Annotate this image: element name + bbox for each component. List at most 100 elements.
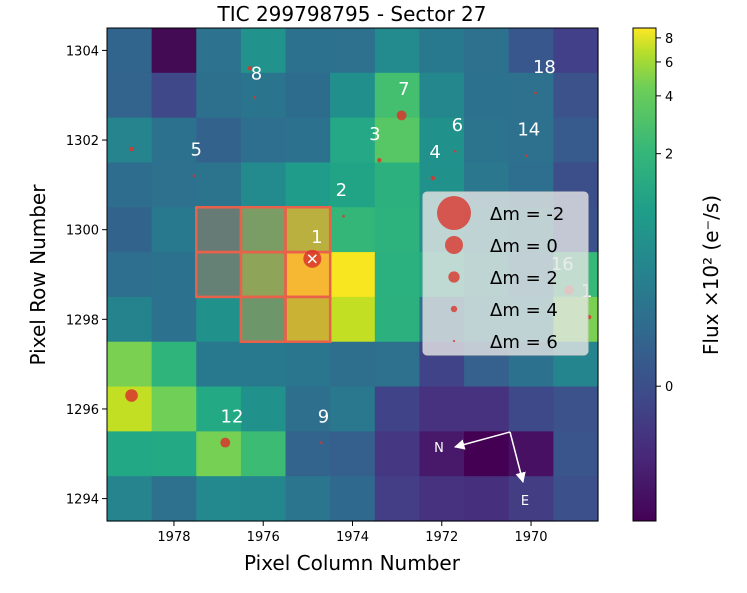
aperture-pixel: [195, 206, 243, 254]
heatmap-cell: [374, 207, 421, 253]
colorbar-tick-label: 6: [665, 56, 673, 71]
y-axis-label: Pixel Row Number: [26, 184, 50, 366]
heatmap-cell: [285, 162, 331, 208]
target-cross-line: [307, 254, 317, 264]
heatmap-cell: [240, 431, 287, 477]
star-marker: [342, 214, 345, 218]
heatmap-cell: [240, 72, 287, 119]
heatmap-cell: [196, 72, 242, 119]
heatmap-cell: [419, 117, 465, 164]
heatmap-cell: [107, 431, 153, 477]
heatmap-cell: [285, 431, 331, 477]
heatmap-cell: [508, 386, 554, 432]
x-tick-label: 1974: [336, 530, 369, 545]
heatmap-cell: [151, 476, 197, 522]
star-label: 5: [191, 140, 202, 161]
legend-box: [422, 191, 589, 356]
heatmap-cell: [330, 28, 376, 74]
heatmap-cell: [419, 72, 465, 119]
heatmap-cell: [151, 162, 197, 208]
colorbar-tick-label: 0: [665, 380, 673, 395]
heatmap-cell: [374, 72, 421, 119]
star-marker: [125, 389, 138, 402]
aperture-pixel: [284, 206, 332, 254]
heatmap-cell: [107, 162, 153, 208]
heatmap-cell: [240, 162, 287, 208]
heatmap-cell: [107, 117, 153, 164]
star-marker: [377, 157, 382, 163]
heatmap-cell: [553, 28, 599, 74]
heatmap-cell: [508, 117, 554, 164]
east-arrow-icon: [509, 431, 526, 484]
heatmap-cell: [285, 341, 331, 388]
y-axis-ticks: 1294 1296 1298 1300 1302 1304: [66, 44, 107, 508]
heatmap-cell: [151, 72, 197, 119]
heatmap-cell: [330, 296, 376, 343]
heatmap-cell: [464, 28, 510, 74]
star-label: 6: [452, 115, 463, 136]
heatmap-cell: [196, 476, 242, 522]
colorbar-tick-label: 8: [665, 32, 673, 47]
star-marker: [220, 437, 231, 448]
aperture-mask: [195, 206, 332, 343]
heatmap-cell: [508, 476, 554, 522]
star-marker: [525, 154, 528, 158]
heatmap-cell: [285, 72, 331, 119]
heatmap-cell: [374, 341, 421, 388]
heatmap-cell: [374, 162, 421, 208]
heatmap-cell: [107, 72, 153, 119]
heatmap-cell: [374, 296, 421, 343]
heatmap-cell: [464, 386, 510, 432]
compass: N E: [434, 431, 529, 509]
heatmap-cell: [419, 476, 465, 522]
star-marker: [247, 66, 253, 71]
heatmap-cell: [464, 72, 510, 119]
heatmap-cell: [285, 28, 331, 74]
chart-title: TIC 299798795 - Sector 27: [217, 2, 487, 26]
y-tick-label: 1298: [66, 313, 99, 328]
heatmap-cell: [330, 207, 376, 253]
x-tick-label: 1976: [247, 530, 280, 545]
heatmap-cell: [374, 28, 421, 74]
heatmap-cell: [374, 252, 421, 298]
legend-label: Δm = 0: [490, 236, 558, 257]
star-marker: [319, 441, 323, 444]
heatmap-cell: [330, 431, 376, 477]
colorbar-label: Flux ×10² (e⁻/s): [699, 195, 723, 355]
y-tick-label: 1296: [66, 403, 99, 418]
heatmap-cell: [240, 207, 287, 253]
heatmap-cell: [464, 476, 510, 522]
heatmap-cell: [107, 207, 153, 253]
heatmap-cell: [240, 117, 287, 164]
star-label: 14: [517, 120, 540, 141]
heatmap-cell: [553, 386, 599, 432]
x-tick-label: 1978: [157, 530, 190, 545]
x-axis-ticks: 1978 1976 1974 1972 1970: [157, 521, 548, 545]
heatmap-cell: [240, 296, 287, 343]
x-axis-label: Pixel Column Number: [244, 551, 461, 575]
heatmap-cell: [151, 341, 197, 388]
heatmap-cell: [419, 386, 465, 432]
heatmap-cell: [553, 431, 599, 477]
heatmap-cell: [553, 476, 599, 522]
heatmap-cell: [419, 28, 465, 74]
star-marker: [430, 175, 436, 181]
heatmap-cell: [196, 28, 242, 74]
aperture-pixel: [239, 206, 287, 254]
target-cross-icon: [307, 254, 317, 264]
heatmap-cell: [553, 72, 599, 119]
heatmap-cell: [196, 341, 242, 388]
heatmap-cell: [196, 162, 242, 208]
heatmap-cell: [508, 28, 554, 74]
x-tick-label: 1970: [514, 530, 547, 545]
star-label: 9: [318, 406, 329, 427]
heatmap-cell: [107, 476, 153, 522]
heatmap-cell: [196, 431, 242, 477]
star-label: 2: [336, 180, 347, 201]
heatmap-cell: [374, 476, 421, 522]
star-label: 12: [221, 406, 244, 427]
legend-label: Δm = 2: [490, 268, 558, 289]
compass-north-label: N: [434, 441, 444, 456]
star-label: 7: [398, 79, 409, 100]
colorbar-tick-label: 4: [665, 90, 673, 105]
